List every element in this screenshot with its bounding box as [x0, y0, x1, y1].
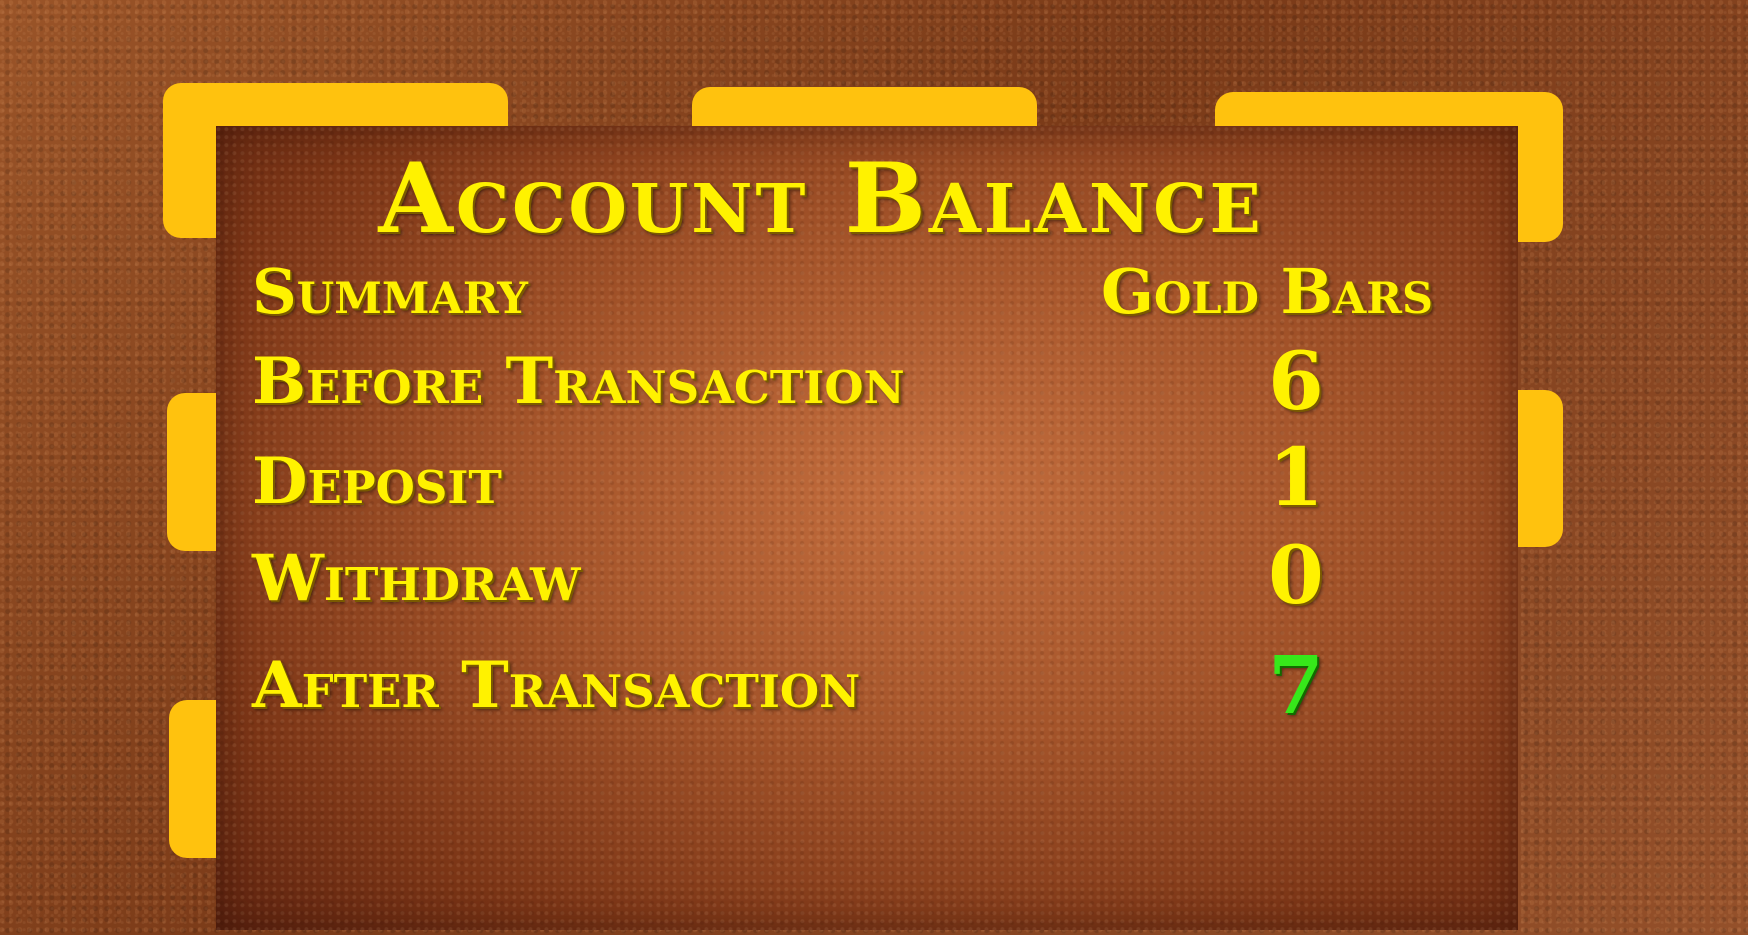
- panel-title: Account Balance: [378, 142, 1264, 255]
- deposit-label: Deposit: [252, 444, 502, 519]
- before-transaction-value: 6: [1268, 334, 1324, 428]
- withdraw-value: 0: [1268, 528, 1324, 622]
- withdraw-label: Withdraw: [252, 541, 581, 616]
- deposit-value: 1: [1268, 430, 1324, 524]
- after-transaction-label: After Transaction: [252, 648, 861, 723]
- before-transaction-label: Before Transaction: [252, 344, 905, 419]
- account-balance-panel: Account Balance Summary Gold Bars Before…: [216, 126, 1518, 930]
- gold-bars-header: Gold Bars: [1101, 255, 1434, 328]
- after-transaction-value: 7: [1268, 638, 1324, 732]
- summary-header: Summary: [252, 255, 528, 328]
